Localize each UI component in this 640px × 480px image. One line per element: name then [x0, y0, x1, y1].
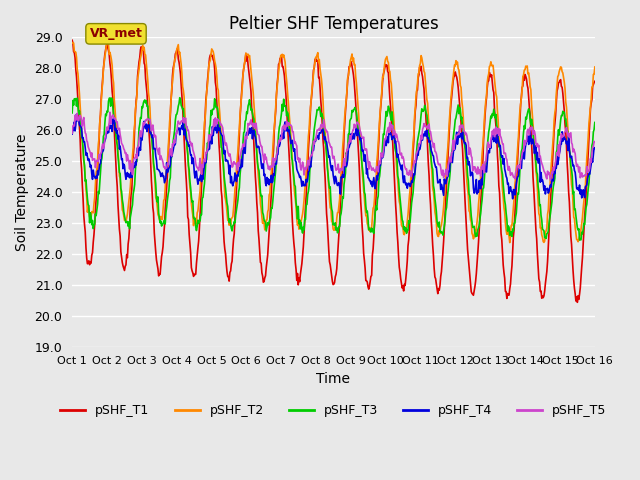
pSHF_T5 — [397, 150, 405, 156]
Line: pSHF_T3: pSHF_T3 — [72, 98, 595, 240]
pSHF_T3 — [397, 210, 405, 216]
Y-axis label: Soil Temperature: Soil Temperature — [15, 133, 29, 251]
pSHF_T3 — [186, 168, 193, 173]
pSHF_T4 — [213, 130, 221, 136]
pSHF_T1 — [397, 276, 404, 282]
pSHF_T2 — [397, 222, 405, 228]
pSHF_T1 — [184, 216, 192, 222]
Line: pSHF_T1: pSHF_T1 — [72, 40, 595, 302]
pSHF_T1 — [591, 78, 598, 84]
Text: VR_met: VR_met — [90, 27, 143, 40]
Line: pSHF_T4: pSHF_T4 — [72, 114, 595, 199]
Legend: pSHF_T1, pSHF_T2, pSHF_T3, pSHF_T4, pSHF_T5: pSHF_T1, pSHF_T2, pSHF_T3, pSHF_T4, pSHF… — [55, 399, 612, 422]
Line: pSHF_T2: pSHF_T2 — [72, 42, 595, 242]
pSHF_T3 — [78, 135, 86, 141]
pSHF_T1 — [132, 110, 140, 116]
pSHF_T5 — [132, 151, 140, 157]
pSHF_T3 — [413, 147, 420, 153]
pSHF_T2 — [104, 39, 111, 45]
pSHF_T1 — [78, 166, 86, 172]
pSHF_T4 — [397, 167, 405, 173]
X-axis label: Time: Time — [317, 372, 351, 386]
pSHF_T5 — [413, 150, 420, 156]
pSHF_T3 — [68, 110, 76, 116]
pSHF_T4 — [73, 111, 81, 117]
pSHF_T1 — [412, 102, 420, 108]
pSHF_T4 — [186, 142, 193, 148]
pSHF_T5 — [547, 178, 554, 183]
pSHF_T3 — [176, 95, 184, 101]
pSHF_T3 — [576, 237, 584, 243]
pSHF_T2 — [78, 127, 86, 132]
pSHF_T2 — [68, 40, 76, 46]
pSHF_T2 — [132, 101, 140, 107]
Title: Peltier SHF Temperatures: Peltier SHF Temperatures — [228, 15, 438, 33]
pSHF_T3 — [213, 104, 221, 110]
pSHF_T4 — [509, 196, 516, 202]
pSHF_T2 — [591, 64, 598, 70]
pSHF_T5 — [591, 139, 598, 145]
pSHF_T5 — [68, 130, 76, 136]
pSHF_T1 — [212, 84, 220, 90]
pSHF_T5 — [186, 133, 193, 139]
pSHF_T3 — [591, 120, 598, 125]
pSHF_T2 — [413, 88, 420, 94]
pSHF_T5 — [78, 119, 86, 125]
pSHF_T2 — [186, 176, 193, 181]
pSHF_T4 — [132, 162, 140, 168]
pSHF_T5 — [106, 109, 114, 115]
pSHF_T2 — [213, 73, 221, 79]
pSHF_T4 — [79, 135, 86, 141]
pSHF_T4 — [68, 131, 76, 137]
pSHF_T1 — [68, 37, 76, 43]
pSHF_T5 — [213, 121, 221, 127]
pSHF_T1 — [573, 300, 581, 305]
pSHF_T2 — [506, 240, 514, 245]
pSHF_T4 — [591, 145, 598, 151]
pSHF_T3 — [132, 168, 140, 173]
pSHF_T4 — [413, 156, 420, 162]
Line: pSHF_T5: pSHF_T5 — [72, 112, 595, 180]
